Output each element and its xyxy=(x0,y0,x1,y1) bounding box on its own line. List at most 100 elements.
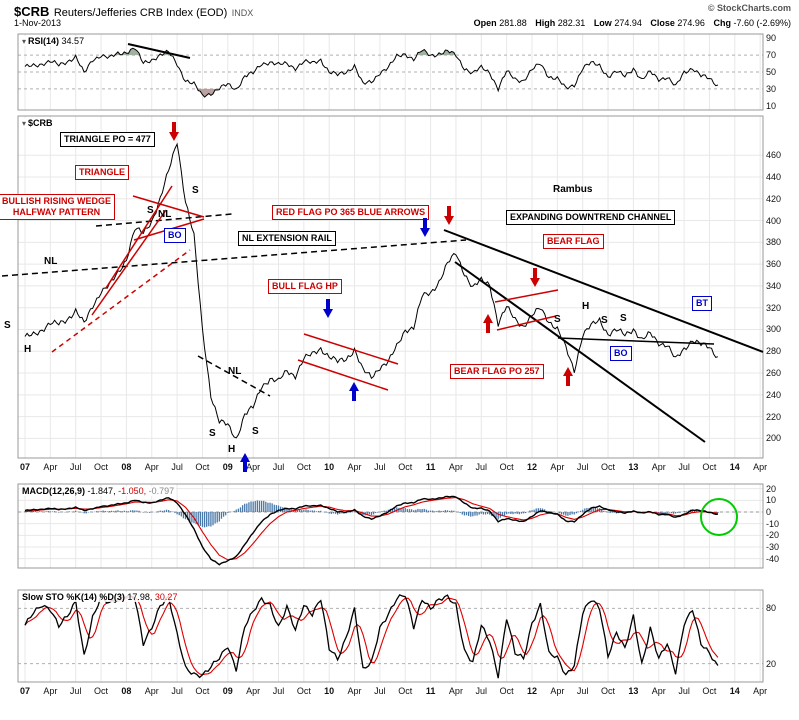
blue-up-arrow-bull-flag xyxy=(349,381,359,401)
macd-tick-label: -30 xyxy=(766,542,780,552)
sto-d-series xyxy=(24,595,719,676)
x-axis-label: Apr xyxy=(144,462,159,472)
macd-panel-border xyxy=(17,483,764,569)
x-axis-label: 14 xyxy=(729,462,740,472)
pattern-letter: H xyxy=(582,301,590,312)
rsi-tick-label: 70 xyxy=(766,50,777,61)
pattern-letter: S xyxy=(601,315,608,326)
low-value: 274.94 xyxy=(614,18,642,28)
x-axis-label: Oct xyxy=(702,462,717,472)
rsi-overbought-fill xyxy=(402,53,407,56)
x-axis-label: Oct xyxy=(296,462,311,472)
x-axis-label: 12 xyxy=(526,686,538,696)
chart-date: 1-Nov-2013 xyxy=(14,18,62,28)
x-axis-label: Oct xyxy=(499,462,514,472)
open-value: 281.88 xyxy=(499,18,527,28)
x-axis-label: Oct xyxy=(499,686,514,696)
x-axis-label: Jul xyxy=(374,462,386,472)
x-axis-label: 08 xyxy=(121,462,132,472)
price-symbol: $CRB xyxy=(28,118,53,128)
x-axis-label: 12 xyxy=(526,462,538,472)
x-axis-label: Apr xyxy=(448,462,463,472)
expanding-channel-upper-line xyxy=(443,229,764,353)
macd-value-1: -1.847, xyxy=(87,486,116,496)
x-axis-label: 07 xyxy=(19,462,31,472)
rsi-overbought-fill xyxy=(429,54,434,56)
neckline-extension-rail xyxy=(1,239,467,277)
rambus-signature: Rambus xyxy=(553,184,593,195)
macd-tick-label: -40 xyxy=(766,553,780,564)
price-tick-label: 280 xyxy=(766,346,782,357)
macd-panel-label: MACD(12,26,9) -1.847, -1.050, -0.797 xyxy=(20,486,177,496)
x-axis-label: Oct xyxy=(296,686,311,696)
x-axis-label: Oct xyxy=(702,686,717,696)
x-axis-label: 11 xyxy=(425,686,436,696)
x-axis-label: Oct xyxy=(195,462,210,472)
annotation-triangle-po: TRIANGLE PO = 477 xyxy=(60,132,155,147)
annotation-line-1: BULLISH RISING WEDGE xyxy=(2,196,112,206)
price-tick-label: 440 xyxy=(766,171,782,182)
price-tick-label: 200 xyxy=(766,433,782,444)
x-axis-label: Oct xyxy=(601,462,616,472)
rsi-value: 34.57 xyxy=(61,36,85,46)
rsi-tick-label: 10 xyxy=(766,100,777,111)
close-label: Close xyxy=(650,18,675,28)
x-axis-label: Apr xyxy=(448,686,463,696)
pattern-letter: NL xyxy=(158,209,172,220)
breakout-label-1: BO xyxy=(164,228,186,243)
x-axis-label: Apr xyxy=(246,686,261,696)
x-axis-label: Jul xyxy=(171,686,183,696)
collapse-icon: ▾ xyxy=(22,119,27,128)
red-down-arrow-2011-top xyxy=(444,206,454,226)
expanding-channel-lower-line xyxy=(454,261,706,443)
x-axis-label: Oct xyxy=(398,462,413,472)
macd-tick-label: 0 xyxy=(766,507,772,517)
price-tick-label: 320 xyxy=(766,302,782,313)
pattern-letter: S xyxy=(147,205,154,216)
rsi-tick-label: 50 xyxy=(766,67,777,77)
pattern-letter: S xyxy=(554,314,561,325)
macd-value-2: -1.050, xyxy=(118,486,147,496)
sto-tick-label: 80 xyxy=(766,603,777,614)
x-axis-label: Jul xyxy=(171,462,183,472)
chart-title: Reuters/Jefferies CRB Index (EOD) xyxy=(53,7,228,19)
breakout-label-2: BO xyxy=(610,346,632,361)
copyright-label: © StockCharts.com xyxy=(707,3,791,13)
chart-header: $CRB Reuters/Jefferies CRB Index (EOD) I… xyxy=(14,3,253,21)
rsi-divergence-trendline xyxy=(127,43,191,59)
x-axis-label: Jul xyxy=(475,462,488,472)
pattern-letter: S xyxy=(4,320,11,331)
pattern-letter: S xyxy=(192,185,199,196)
red-up-arrow-bear-flag xyxy=(483,313,493,333)
sto-k-value: 17.98, xyxy=(127,592,153,602)
red-down-arrow-2008-peak xyxy=(169,122,179,142)
x-axis-label: Jul xyxy=(678,686,690,696)
rsi-panel-label: ▾ RSI(14) 34.57 xyxy=(20,36,87,46)
macd-name: MACD(12,26,9) xyxy=(22,486,86,496)
pattern-letter: NL xyxy=(44,256,58,267)
rising-wedge-lower-line xyxy=(91,209,167,316)
x-axis-label: Jul xyxy=(576,462,589,472)
x-axis-label: Apr xyxy=(550,462,565,472)
x-axis-label: Jul xyxy=(475,686,488,696)
sto-tick-label: 20 xyxy=(766,658,777,669)
price-tick-label: 460 xyxy=(766,150,782,161)
price-tick-label: 220 xyxy=(766,411,782,422)
macd-tick-label: -10 xyxy=(766,518,780,529)
rsi-overbought-fill xyxy=(114,48,141,56)
x-axis-label: Oct xyxy=(195,686,210,696)
x-axis-label: 11 xyxy=(425,462,436,472)
pattern-letter: S xyxy=(252,426,259,437)
price-series xyxy=(24,142,719,439)
annotation-bullish-rising-wedge: BULLISH RISING WEDGE HALFWAY PATTERN xyxy=(0,194,116,220)
x-axis-label: 09 xyxy=(222,686,233,696)
x-axis-label: Apr xyxy=(753,686,768,696)
exchange-label: INDX xyxy=(231,8,254,18)
x-axis-label: 13 xyxy=(628,462,639,472)
high-value: 282.31 xyxy=(557,18,586,28)
x-axis-label: Jul xyxy=(576,686,589,696)
x-axis-label: Apr xyxy=(651,462,666,472)
bull-flag-lower-line xyxy=(297,359,389,391)
